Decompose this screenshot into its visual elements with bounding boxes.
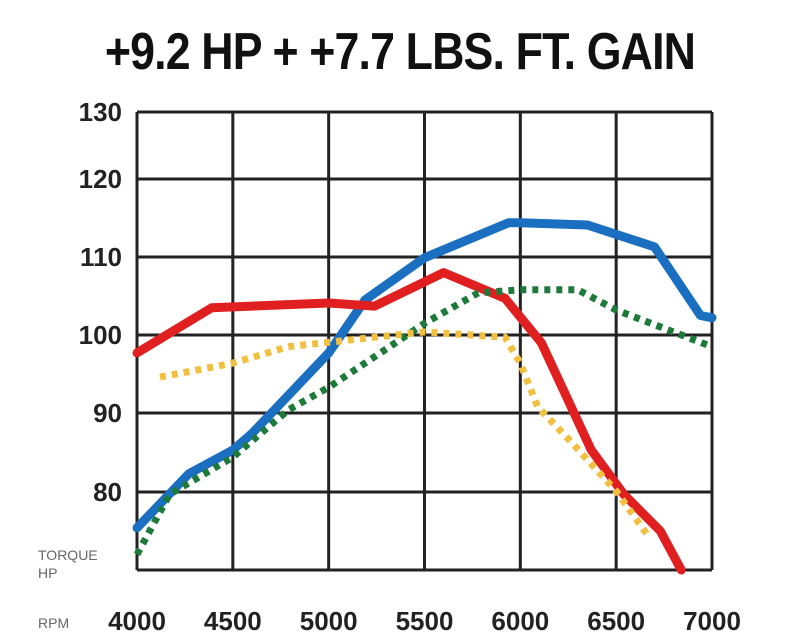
y-tick-label: 90 — [93, 398, 122, 428]
tick-labels: 4000 4500 5000 5500 6000 6500 7000 130 120 110 100… — [79, 97, 741, 636]
x-tick-label: 5000 — [300, 606, 358, 636]
series-line-0 — [132, 218, 717, 533]
y-tick-label: 120 — [79, 164, 122, 194]
y-tick-label: 130 — [79, 97, 122, 127]
series-line-3 — [159, 328, 650, 537]
x-tick-label: 6000 — [491, 606, 549, 636]
series-line-1 — [132, 268, 686, 575]
y-label-torque: TORQUE — [38, 547, 98, 563]
x-tick-label: 4500 — [204, 606, 262, 636]
series-line-2 — [133, 286, 714, 557]
x-tick-label: 4000 — [108, 606, 166, 636]
x-tick-label: 7000 — [683, 606, 741, 636]
y-tick-label: 80 — [93, 477, 122, 507]
x-tick-label: 6500 — [587, 606, 645, 636]
chart-title: +9.2 HP + +7.7 LBS. FT. GAIN — [104, 23, 696, 81]
y-tick-label: 110 — [80, 242, 122, 272]
x-axis-label: RPM — [38, 615, 69, 631]
y-tick-label: 100 — [79, 320, 122, 350]
series-group — [132, 218, 717, 575]
x-tick-label: 5500 — [396, 606, 454, 636]
y-label-hp: HP — [38, 565, 57, 581]
